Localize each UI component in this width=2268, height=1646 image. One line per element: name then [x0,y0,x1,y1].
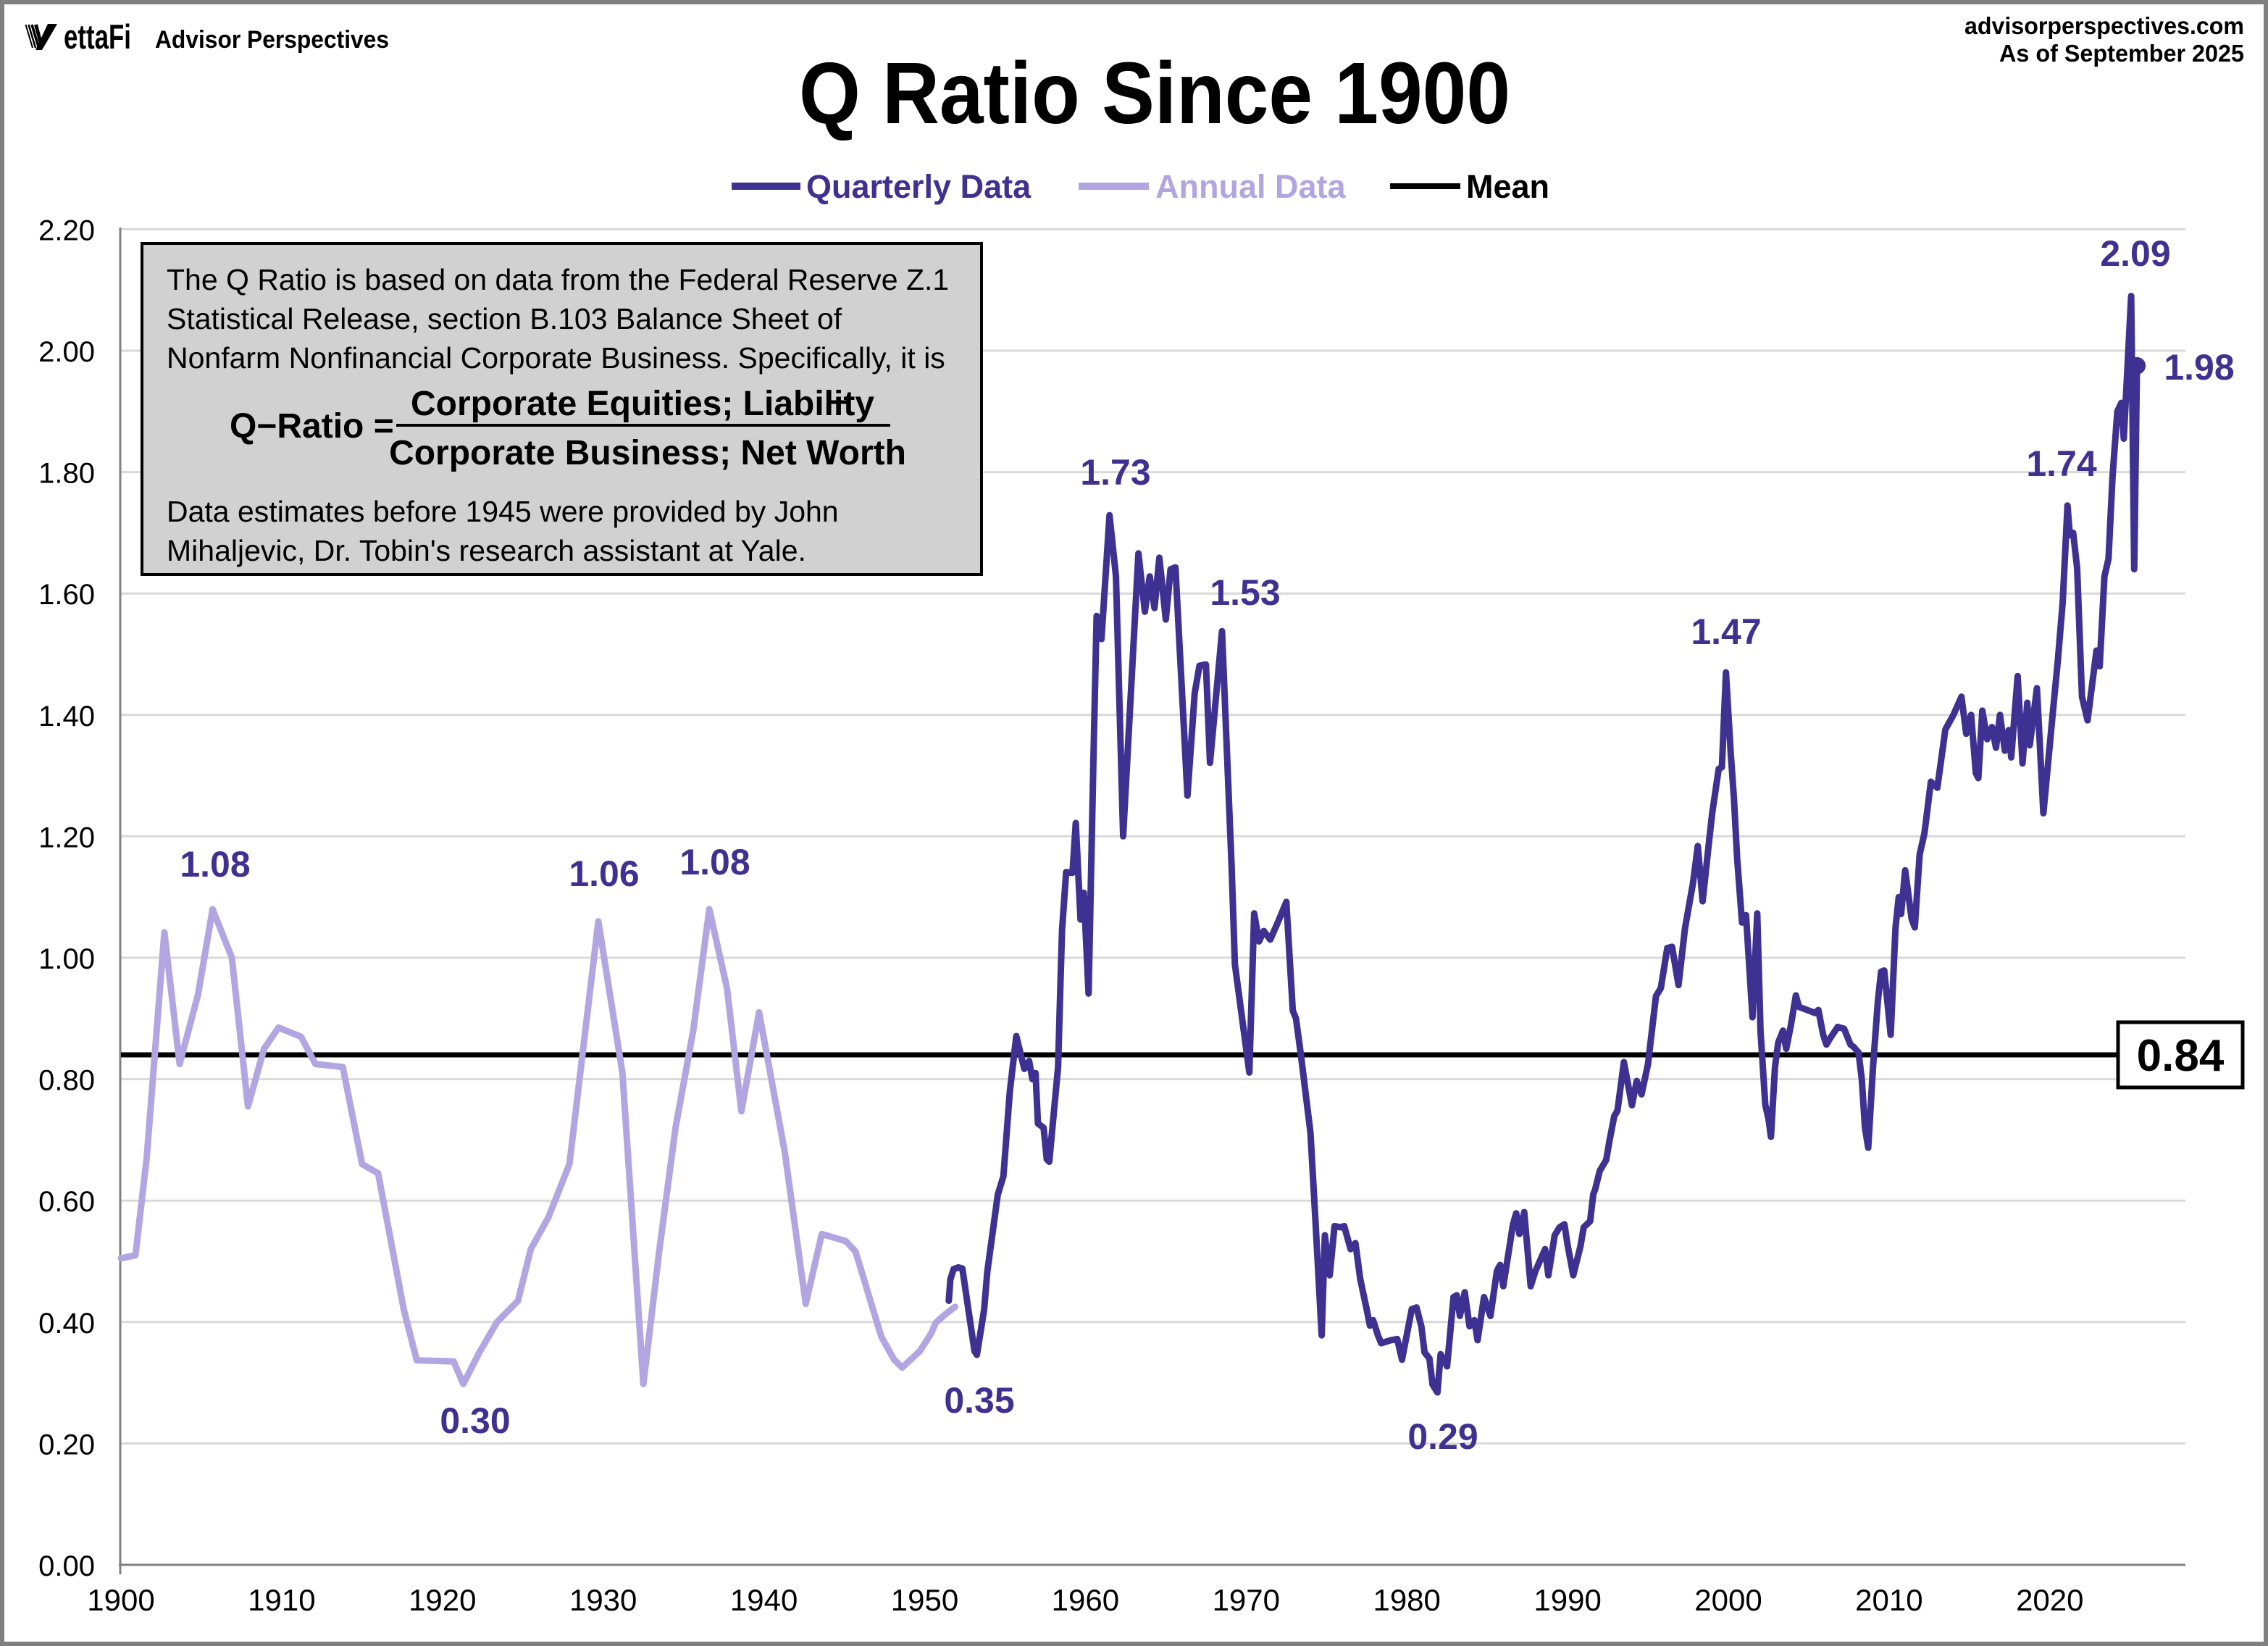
svg-text:1.53: 1.53 [1210,572,1280,613]
svg-text:1.08: 1.08 [180,844,250,885]
svg-text:0.35: 0.35 [944,1380,1014,1421]
svg-text:0.29: 0.29 [1407,1416,1478,1457]
svg-text:1930: 1930 [569,1583,637,1617]
svg-text:Q−Ratio =: Q−Ratio = [230,407,394,446]
svg-text:0.40: 0.40 [38,1308,95,1340]
svg-text:The Q Ratio is based on data f: The Q Ratio is based on data from the Fe… [167,263,949,296]
svg-text:Q Ratio Since 1900: Q Ratio Since 1900 [799,43,1510,142]
svg-text:2.20: 2.20 [38,214,95,246]
svg-text:1970: 1970 [1213,1583,1280,1617]
svg-text:1.74: 1.74 [2026,443,2097,484]
svg-text:0.84: 0.84 [2137,1031,2225,1081]
svg-text:Quarterly Data: Quarterly Data [806,168,1032,205]
svg-text:advisorperspectives.com: advisorperspectives.com [1964,12,2244,39]
svg-text:1.47: 1.47 [1691,611,1761,652]
svg-text:Corporate Business; Net Worth: Corporate Business; Net Worth [389,434,906,472]
svg-text:1960: 1960 [1052,1583,1119,1617]
svg-text:1900: 1900 [87,1583,154,1617]
svg-text:1990: 1990 [1533,1583,1601,1617]
svg-text:1980: 1980 [1373,1583,1440,1617]
svg-text:0.00: 0.00 [38,1550,95,1582]
svg-text:1.73: 1.73 [1080,452,1150,493]
svg-text:1.00: 1.00 [38,943,95,975]
svg-text:1.60: 1.60 [38,579,95,611]
svg-text:ettaFi: ettaFi [64,17,131,56]
svg-text:1.98: 1.98 [2164,347,2234,388]
svg-text:1950: 1950 [891,1583,958,1617]
svg-text:0.20: 0.20 [38,1429,95,1461]
svg-text:2000: 2000 [1694,1583,1762,1617]
svg-text:1940: 1940 [730,1583,798,1617]
svg-text:0.60: 0.60 [38,1186,95,1218]
svg-text:Mean: Mean [1466,168,1549,205]
svg-text:Nonfarm Nonfinancial Corporate: Nonfarm Nonfinancial Corporate Business.… [167,341,945,375]
svg-text:Statistical Release, section B: Statistical Release, section B.103 Balan… [167,302,842,335]
svg-text:0.30: 0.30 [440,1400,510,1441]
svg-text:2020: 2020 [2016,1583,2083,1617]
svg-text:1920: 1920 [409,1583,476,1617]
svg-text:2010: 2010 [1855,1583,1922,1617]
svg-text:Advisor Perspectives: Advisor Perspectives [155,26,389,54]
svg-text:1.06: 1.06 [569,853,639,894]
svg-text:1910: 1910 [248,1583,315,1617]
svg-text:Corporate Equities; Liability: Corporate Equities; Liability [411,385,874,423]
svg-text:1.08: 1.08 [679,842,750,882]
svg-text:Mihaljevic, Dr. Tobin's resear: Mihaljevic, Dr. Tobin's research assista… [167,534,806,567]
svg-text:2.00: 2.00 [38,336,95,368]
svg-text:1.80: 1.80 [38,458,95,490]
svg-text:2.09: 2.09 [2100,233,2170,274]
svg-text:1.40: 1.40 [38,701,95,732]
svg-text:Annual Data: Annual Data [1155,168,1347,205]
svg-text:0.80: 0.80 [38,1065,95,1097]
svg-text:1.20: 1.20 [38,822,95,853]
svg-text:As of September 2025: As of September 2025 [1999,40,2244,67]
svg-text:Data estimates before 1945 wer: Data estimates before 1945 were provided… [167,495,839,528]
